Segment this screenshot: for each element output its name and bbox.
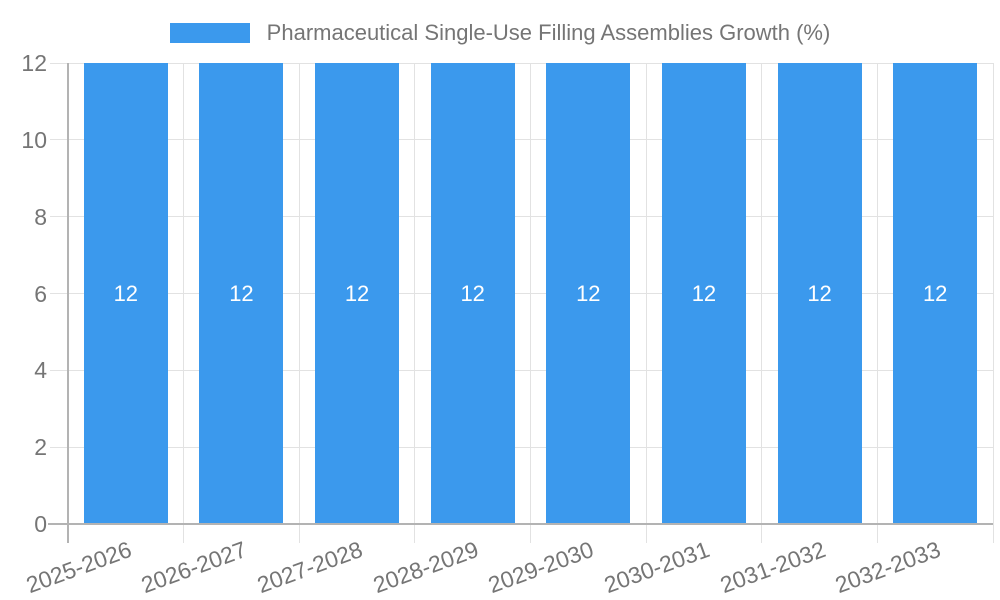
- y-axis-tick-label: 0: [34, 511, 47, 537]
- bar-2025-2026[interactable]: 12: [83, 63, 168, 524]
- x-gridline: [183, 63, 185, 543]
- bar-2032-2033[interactable]: 12: [893, 63, 978, 524]
- x-gridline: [530, 63, 531, 543]
- x-gridline: [298, 63, 300, 543]
- y-axis-tick-label: 12: [21, 50, 47, 76]
- y-gridline: [50, 293, 993, 294]
- y-axis-tick-label: 10: [21, 126, 47, 153]
- bar-value-label: 12: [229, 280, 254, 306]
- bar-value-label: 12: [691, 280, 717, 306]
- y-axis-tick-label: 8: [34, 203, 47, 230]
- legend-color-swatch: [169, 23, 250, 43]
- bar-value-label: 12: [113, 280, 139, 306]
- y-axis-tick-label: 6: [34, 280, 47, 307]
- x-gridline: [645, 63, 647, 543]
- x-gridline: [992, 63, 994, 543]
- bar-value-label: 12: [344, 280, 370, 306]
- bar-2027-2028[interactable]: 12: [315, 63, 400, 524]
- y-axis-line: [67, 63, 69, 543]
- y-gridline: [50, 369, 993, 371]
- y-gridline: [50, 139, 993, 141]
- y-gridline: [50, 62, 993, 64]
- bar-2029-2030[interactable]: 12: [546, 63, 631, 524]
- y-axis-tick-label: 2: [34, 434, 47, 461]
- bar-2026-2027[interactable]: 12: [199, 63, 284, 524]
- bar-value-label: 12: [460, 280, 485, 306]
- chart-legend[interactable]: Pharmaceutical Single-Use Filling Assemb…: [0, 11, 1000, 55]
- y-axis-tick-label: 4: [34, 357, 47, 384]
- x-axis-line: [48, 523, 993, 525]
- x-gridline: [876, 63, 878, 543]
- bar-2030-2031[interactable]: 12: [661, 63, 746, 524]
- bar-2031-2032[interactable]: 12: [777, 63, 862, 524]
- bar-2028-2029[interactable]: 12: [430, 63, 515, 524]
- x-gridline: [761, 63, 763, 543]
- y-gridline: [50, 216, 993, 218]
- bar-value-label: 12: [922, 280, 948, 306]
- legend-series-label: Pharmaceutical Single-Use Filling Assemb…: [266, 20, 831, 45]
- x-gridline: [414, 63, 416, 543]
- bar-value-label: 12: [807, 280, 832, 306]
- y-gridline: [50, 446, 993, 448]
- bar-value-label: 12: [576, 280, 601, 306]
